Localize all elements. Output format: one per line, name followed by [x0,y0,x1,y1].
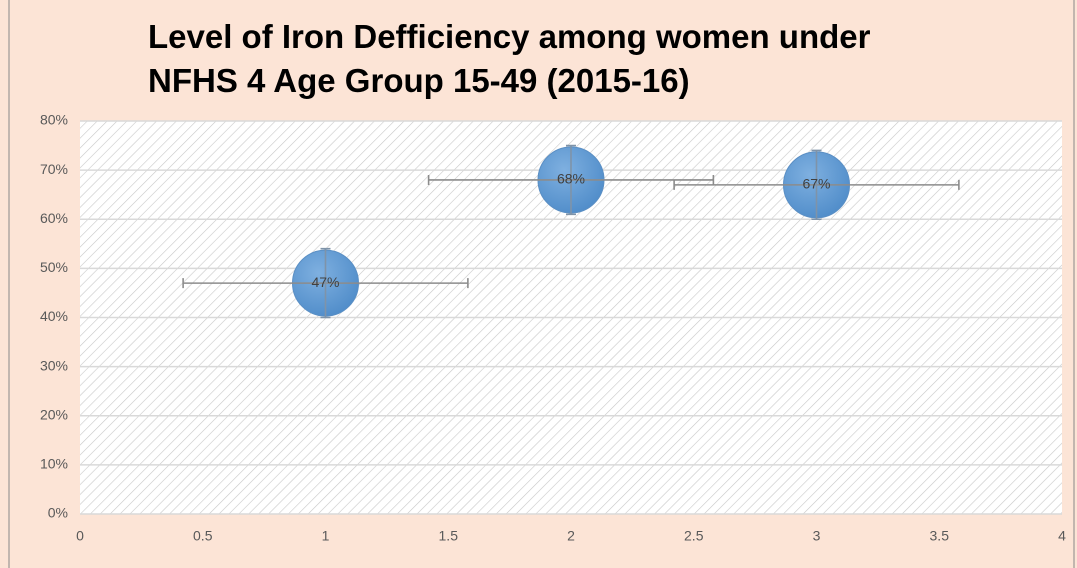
x-tick-label: 2.5 [684,528,704,544]
y-tick-label: 0% [48,505,68,521]
x-tick-label: 1 [322,528,330,544]
x-tick-label: 1.5 [439,528,459,544]
data-label: 47% [311,274,339,290]
y-error-bar [811,149,822,221]
y-tick-label: 40% [40,308,68,324]
y-tick-label: 10% [40,456,68,472]
chart-title: Level of Iron Defficiency among women un… [148,18,871,55]
x-tick-label: 2 [567,528,575,544]
data-label: 67% [802,176,830,192]
y-tick-label: 30% [40,357,68,373]
x-tick-label: 3 [813,528,821,544]
y-tick-label: 20% [40,406,68,422]
x-tick-label: 3.5 [930,528,950,544]
data-label: 68% [557,171,585,187]
x-tick-label: 0.5 [193,528,213,544]
y-tick-label: 50% [40,259,68,275]
y-error-bar [566,144,576,216]
y-tick-label: 60% [40,210,68,226]
chart-title: NFHS 4 Age Group 15-49 (2015-16) [148,62,690,99]
y-error-bar [320,247,331,319]
x-tick-label: 0 [76,528,84,544]
y-tick-label: 70% [40,161,68,177]
x-tick-label: 4 [1058,528,1066,544]
y-tick-label: 80% [40,112,68,128]
